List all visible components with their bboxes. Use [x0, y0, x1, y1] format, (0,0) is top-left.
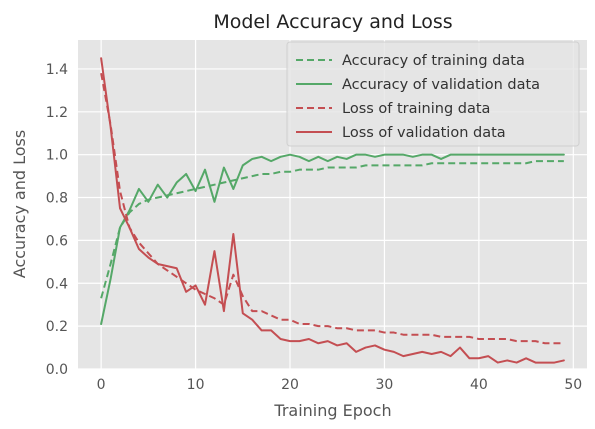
- legend-entry-loss-of-training-data: Loss of training data: [342, 101, 490, 117]
- series-line-accuracy-of-validation-data: [100, 153, 565, 325]
- y-tick-label: 0.8: [46, 191, 68, 207]
- x-tick-label: 40: [470, 377, 488, 393]
- y-axis-label: Accuracy and Loss: [10, 130, 29, 278]
- y-tick-label: 0.4: [46, 276, 68, 292]
- chart-title: Model Accuracy and Loss: [213, 11, 452, 33]
- x-tick-label: 20: [281, 377, 299, 393]
- y-tick-label: 0.6: [46, 233, 68, 249]
- series-line-accuracy-of-training-data: [100, 160, 564, 299]
- legend-entry-accuracy-of-validation-data: Accuracy of validation data: [342, 77, 540, 93]
- legend-entry-accuracy-of-training-data: Accuracy of training data: [342, 53, 525, 69]
- x-tick-label: 0: [97, 377, 106, 393]
- legend-box: [286, 41, 580, 147]
- x-tick-label: 30: [376, 377, 394, 393]
- tick-labels: 0 10 20 30 40 50 0.0 0.2 0.4 0.6 0.8 1.0 1.2 1.4: [46, 62, 582, 393]
- y-tick-label: 1.4: [46, 62, 68, 78]
- series-lines: [100, 57, 565, 364]
- x-tick-label: 50: [564, 377, 582, 393]
- legend-entry-loss-of-validation-data: Loss of validation data: [342, 125, 506, 141]
- legend: Accuracy of training data Accuracy of val…: [286, 41, 580, 147]
- y-tick-label: 1.0: [46, 148, 68, 164]
- y-tick-label: 1.2: [46, 105, 68, 121]
- x-axis-label: Training Epoch: [273, 401, 391, 420]
- y-tick-label: 0.0: [46, 362, 68, 378]
- series-line-loss-of-validation-data: [100, 57, 565, 364]
- y-tick-label: 0.2: [46, 319, 68, 335]
- x-tick-label: 10: [187, 377, 205, 393]
